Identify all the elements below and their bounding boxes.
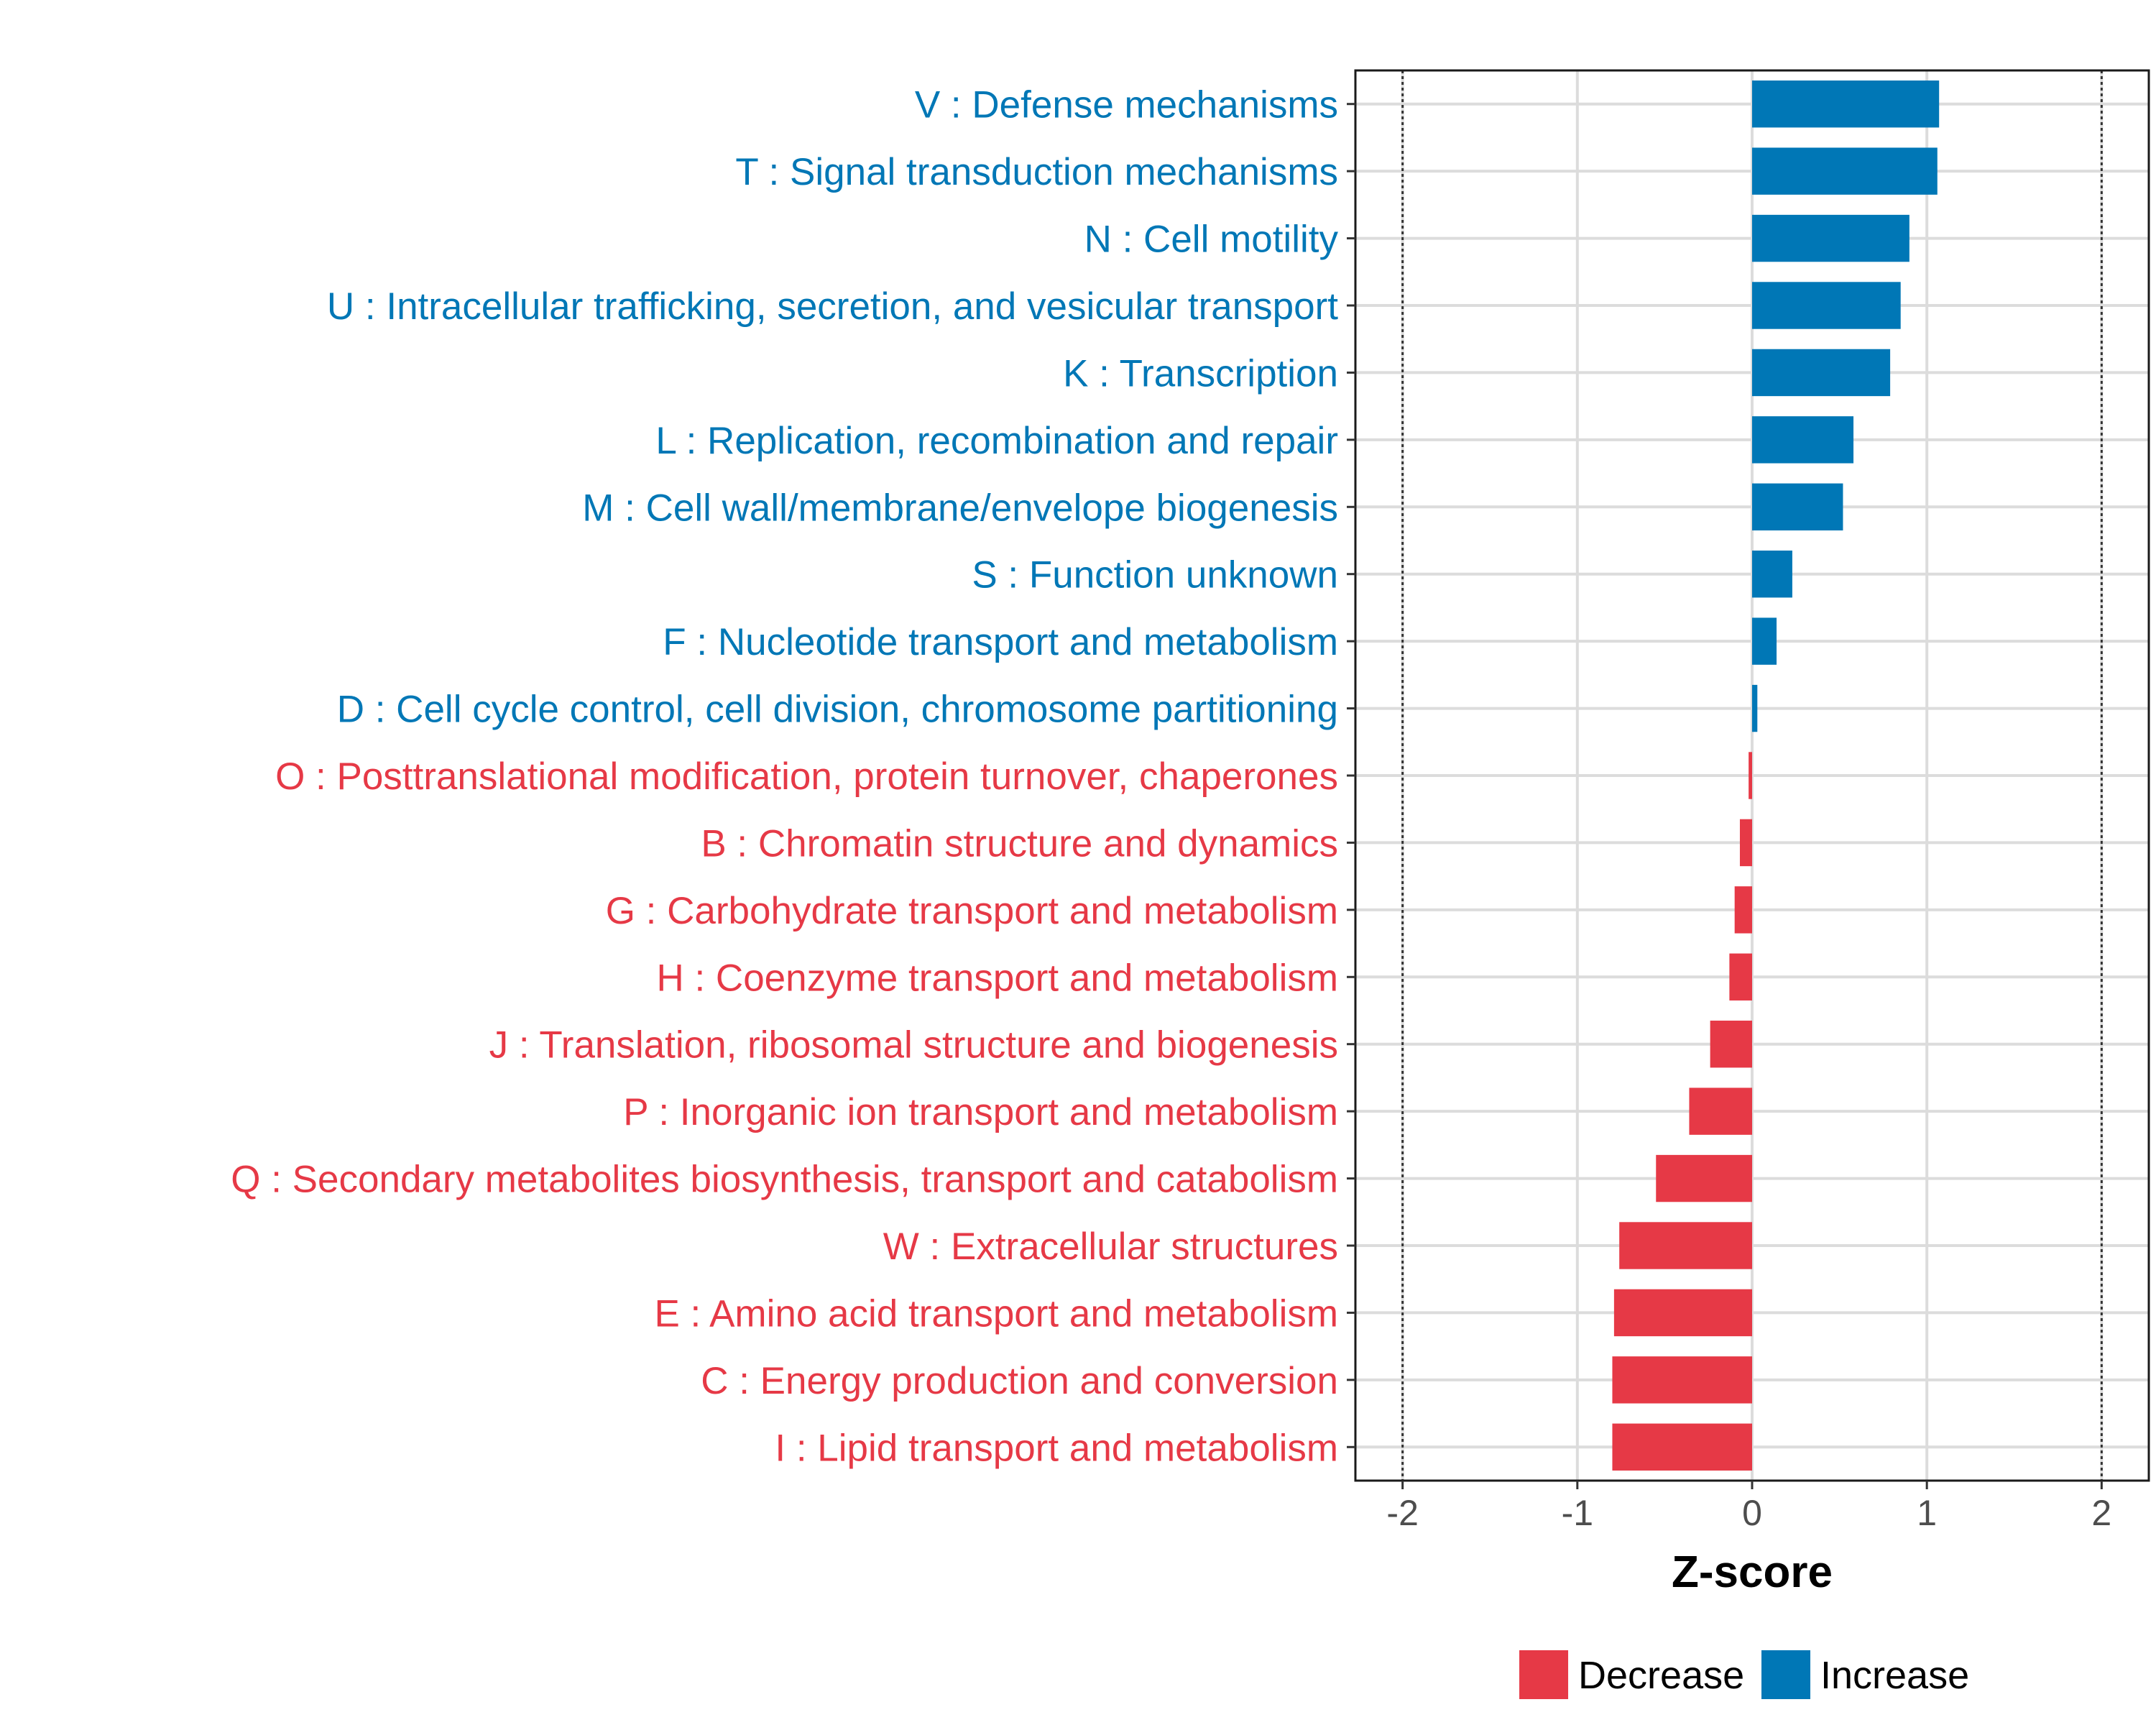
bar	[1752, 80, 1940, 128]
bar	[1752, 349, 1891, 397]
y-tick-label: C : Energy production and conversion	[701, 1360, 1338, 1402]
y-tick-label: I : Lipid transport and metabolism	[775, 1427, 1338, 1469]
y-tick-label: J : Translation, ribosomal structure and…	[489, 1024, 1338, 1067]
bar	[1752, 551, 1792, 598]
bar	[1752, 684, 1758, 732]
bar	[1612, 1356, 1752, 1404]
y-tick-label: H : Coenzyme transport and metabolism	[656, 957, 1338, 999]
bar	[1734, 886, 1752, 934]
x-axis: -2 -1 0 1 2	[1386, 1481, 2111, 1533]
bar	[1752, 214, 1909, 262]
y-tick-label: K : Transcription	[1063, 352, 1338, 395]
y-tick-label: Q : Secondary metabolites biosynthesis, …	[231, 1159, 1338, 1201]
y-tick-label: O : Posttranslational modification, prot…	[275, 755, 1338, 798]
bar	[1752, 617, 1777, 665]
y-tick-label: D : Cell cycle control, cell division, c…	[337, 689, 1338, 731]
bar	[1612, 1423, 1752, 1471]
y-tick-label: F : Nucleotide transport and metabolism	[663, 621, 1338, 663]
bar	[1752, 282, 1901, 329]
bar	[1613, 1289, 1752, 1337]
bar	[1710, 1021, 1752, 1068]
legend-label-increase: Increase	[1820, 1654, 1969, 1697]
x-tick-label: 1	[1917, 1493, 1937, 1533]
y-tick-label: U : Intracellular trafficking, secretion…	[327, 285, 1338, 328]
bar	[1752, 416, 1854, 464]
y-tick-label: S : Function unknown	[972, 554, 1338, 597]
bar-layer	[1612, 80, 1940, 1471]
legend: Decrease Increase	[1519, 1650, 1969, 1699]
bar	[1739, 819, 1752, 867]
x-tick-label: 0	[1742, 1493, 1762, 1533]
x-axis-title: Z-score	[1672, 1547, 1833, 1597]
bar	[1729, 953, 1752, 1000]
x-tick-label: 2	[2091, 1493, 2111, 1533]
y-tick-label: T : Signal transduction mechanisms	[735, 151, 1338, 193]
y-tick-label: E : Amino acid transport and metabolism	[654, 1292, 1338, 1335]
bar	[1619, 1222, 1752, 1269]
y-axis: V : Defense mechanisms T : Signal transdu…	[231, 84, 1355, 1469]
legend-label-decrease: Decrease	[1578, 1654, 1744, 1697]
bar	[1749, 752, 1752, 799]
y-tick-label: W : Extracellular structures	[883, 1225, 1338, 1268]
y-tick-label: G : Carbohydrate transport and metabolis…	[606, 890, 1338, 932]
y-tick-label: B : Chromatin structure and dynamics	[701, 822, 1338, 865]
x-tick-label: -2	[1386, 1493, 1418, 1533]
y-tick-label: P : Inorganic ion transport and metaboli…	[623, 1091, 1338, 1133]
y-tick-label: L : Replication, recombination and repai…	[655, 420, 1338, 462]
bar	[1656, 1154, 1752, 1202]
legend-key-increase	[1761, 1650, 1810, 1699]
bar	[1752, 483, 1843, 530]
reference-line-layer	[1401, 70, 2103, 1481]
y-tick-label: M : Cell wall/membrane/envelope biogenes…	[582, 487, 1338, 529]
y-tick-label: N : Cell motility	[1084, 218, 1339, 261]
legend-key-decrease	[1519, 1650, 1569, 1699]
x-tick-label: -1	[1562, 1493, 1593, 1533]
bar	[1752, 147, 1938, 195]
bar	[1689, 1087, 1752, 1135]
y-tick-label: V : Defense mechanisms	[915, 84, 1338, 126]
